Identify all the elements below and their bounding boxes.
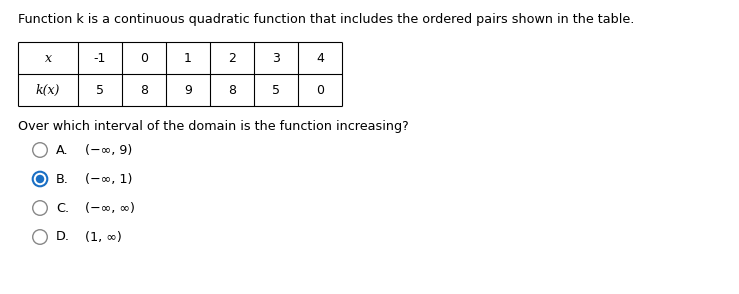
Text: 8: 8 bbox=[228, 83, 236, 96]
Text: 3: 3 bbox=[272, 51, 280, 64]
Text: (−∞, 9): (−∞, 9) bbox=[85, 143, 132, 156]
Text: A.: A. bbox=[56, 143, 69, 156]
Text: Over which interval of the domain is the function increasing?: Over which interval of the domain is the… bbox=[18, 120, 409, 133]
Text: C.: C. bbox=[56, 201, 69, 215]
Text: 1: 1 bbox=[184, 51, 192, 64]
Text: 5: 5 bbox=[272, 83, 280, 96]
Text: 9: 9 bbox=[184, 83, 192, 96]
Text: (−∞, 1): (−∞, 1) bbox=[85, 173, 132, 186]
Text: 5: 5 bbox=[96, 83, 104, 96]
Text: B.: B. bbox=[56, 173, 69, 186]
Text: D.: D. bbox=[56, 230, 70, 243]
Text: Function k is a continuous quadratic function that includes the ordered pairs sh: Function k is a continuous quadratic fun… bbox=[18, 13, 634, 26]
Text: (−∞, ∞): (−∞, ∞) bbox=[85, 201, 135, 215]
Circle shape bbox=[35, 175, 44, 183]
Text: 2: 2 bbox=[228, 51, 236, 64]
Text: 4: 4 bbox=[316, 51, 324, 64]
Text: 0: 0 bbox=[140, 51, 148, 64]
Text: k(x): k(x) bbox=[35, 83, 60, 96]
Text: x: x bbox=[44, 51, 52, 64]
Text: -1: -1 bbox=[94, 51, 106, 64]
Text: (1, ∞): (1, ∞) bbox=[85, 230, 122, 243]
Text: 0: 0 bbox=[316, 83, 324, 96]
Text: 8: 8 bbox=[140, 83, 148, 96]
